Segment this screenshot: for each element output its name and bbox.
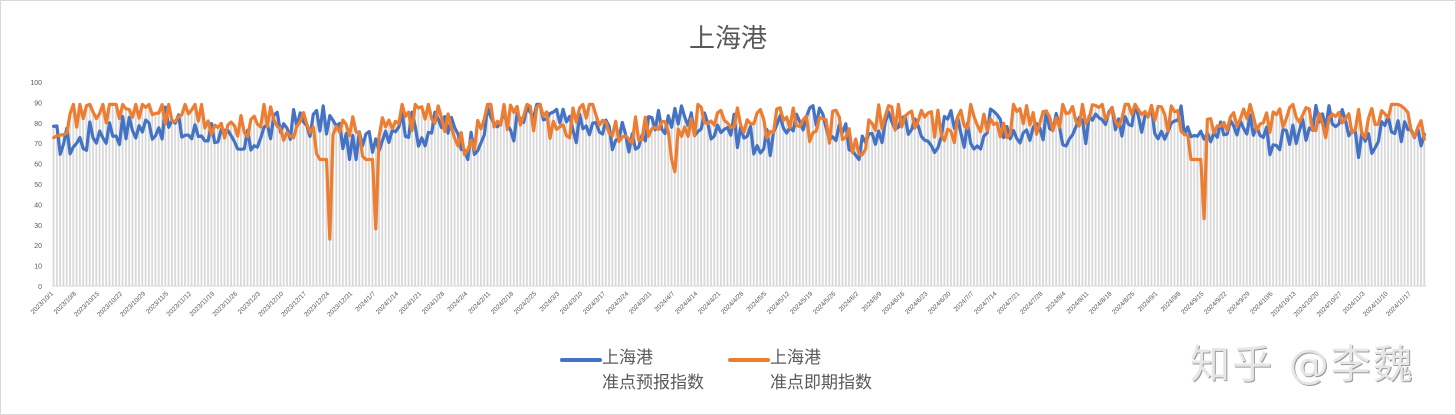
x-tick-label: 2024/5/12 xyxy=(766,290,792,316)
legend-label-line2: 准点预报指数 xyxy=(602,373,704,393)
watermark: 知乎 @李魏 xyxy=(1190,342,1415,388)
x-tick-label: 2024/6/9 xyxy=(861,290,884,313)
legend-label-line1: 上海港 xyxy=(602,348,653,368)
y-axis: 0 10 20 30 40 50 60 70 80 90 100 xyxy=(30,80,42,291)
x-tick-label: 2024/7/28 xyxy=(1019,290,1045,316)
spot-index-line[interactable] xyxy=(51,102,1427,241)
x-tick-label: 2024/2/4 xyxy=(446,290,469,313)
x-tick-label: 2024/9/22 xyxy=(1203,290,1229,316)
x-tick-label: 2024/1/21 xyxy=(398,290,424,316)
y-tick-label: 70 xyxy=(34,141,42,148)
x-tick-label: 2024/4/7 xyxy=(653,290,676,313)
x-tick-label: 2024/5/26 xyxy=(812,290,838,316)
y-tick-label: 50 xyxy=(34,182,42,189)
forecast-index-line[interactable] xyxy=(51,102,1427,162)
x-tick-label: 2024/4/14 xyxy=(674,290,700,316)
x-tick-label: 2024/9/15 xyxy=(1180,290,1206,316)
y-tick-label: 40 xyxy=(34,202,42,209)
x-tick-label: 2024/6/30 xyxy=(927,290,953,316)
x-tick-label: 2024/1/7 xyxy=(354,290,377,313)
x-tick-label: 2024/3/31 xyxy=(628,290,654,316)
x-tick-label: 2024/10/27 xyxy=(1316,290,1344,318)
x-tick-label: 2024/6/16 xyxy=(881,290,907,316)
x-tick-label: 2024/1/14 xyxy=(375,290,401,316)
x-tick-label: 2024/4/28 xyxy=(720,290,746,316)
x-tick-label: 2024/9/8 xyxy=(1160,290,1183,313)
y-tick-label: 80 xyxy=(34,121,42,128)
legend-swatch-spot xyxy=(728,358,770,362)
legend-swatch-forecast xyxy=(560,358,602,362)
x-tick-label: 2024/7/14 xyxy=(973,290,999,316)
x-tick-label: 2023/10/1 xyxy=(30,290,56,316)
x-tick-label: 2024/8/11 xyxy=(1065,290,1090,315)
x-tick-label: 2024/9/1 xyxy=(1137,290,1160,313)
x-tick-label: 2024/7/21 xyxy=(996,290,1022,316)
legend-item-spot[interactable]: 上海港 准点即期指数 xyxy=(728,346,872,396)
x-tick-label: 2024/11/17 xyxy=(1385,290,1413,318)
x-tick-label: 2024/5/19 xyxy=(789,290,815,316)
y-tick-label: 30 xyxy=(34,223,42,230)
y-tick-label: 60 xyxy=(34,162,42,169)
y-tick-label: 0 xyxy=(38,284,42,291)
x-axis: 2023/10/12023/10/82023/10/152023/10/2220… xyxy=(30,285,1426,318)
legend: 上海港 准点预报指数 上海港 准点即期指数 xyxy=(560,346,872,396)
x-tick-label: 2023/10/29 xyxy=(119,290,147,318)
y-tick-label: 100 xyxy=(30,80,42,87)
y-tick-label: 20 xyxy=(34,243,42,250)
x-tick-label: 2024/9/29 xyxy=(1226,290,1252,316)
y-tick-label: 10 xyxy=(34,264,42,271)
x-tick-label: 2023/11/26 xyxy=(212,290,240,318)
x-tick-label: 2024/4/21 xyxy=(697,290,723,316)
x-tick-label: 2024/8/18 xyxy=(1088,290,1114,316)
x-tick-label: 2024/8/4 xyxy=(1045,290,1068,313)
series-lines xyxy=(51,102,1427,241)
legend-label-line2: 准点即期指数 xyxy=(770,373,872,393)
chart-title: 上海港 xyxy=(688,24,767,54)
legend-label-line1: 上海港 xyxy=(770,348,821,368)
y-tick-label: 90 xyxy=(34,100,42,107)
x-tick-label: 2024/6/2 xyxy=(838,290,861,313)
x-tick-label: 2024/2/25 xyxy=(513,290,539,316)
x-tick-label: 2024/7/7 xyxy=(953,290,976,313)
x-tick-label: 2024/3/3 xyxy=(538,290,561,313)
x-tick-label: 2024/3/10 xyxy=(559,290,585,316)
daily-bars xyxy=(52,104,1426,287)
x-tick-label: 2024/3/24 xyxy=(605,290,631,316)
x-tick-label: 2024/3/17 xyxy=(582,290,608,316)
x-tick-label: 2024/1/28 xyxy=(421,290,447,316)
x-tick-label: 2024/2/11 xyxy=(467,290,492,315)
x-tick-label: 2024/8/25 xyxy=(1111,290,1137,316)
x-tick-label: 2024/6/23 xyxy=(904,290,930,316)
x-tick-label: 2023/12/31 xyxy=(326,290,354,318)
x-tick-label: 2024/2/18 xyxy=(490,290,516,316)
x-tick-label: 2024/5/5 xyxy=(746,290,769,313)
legend-item-forecast[interactable]: 上海港 准点预报指数 xyxy=(560,346,704,396)
